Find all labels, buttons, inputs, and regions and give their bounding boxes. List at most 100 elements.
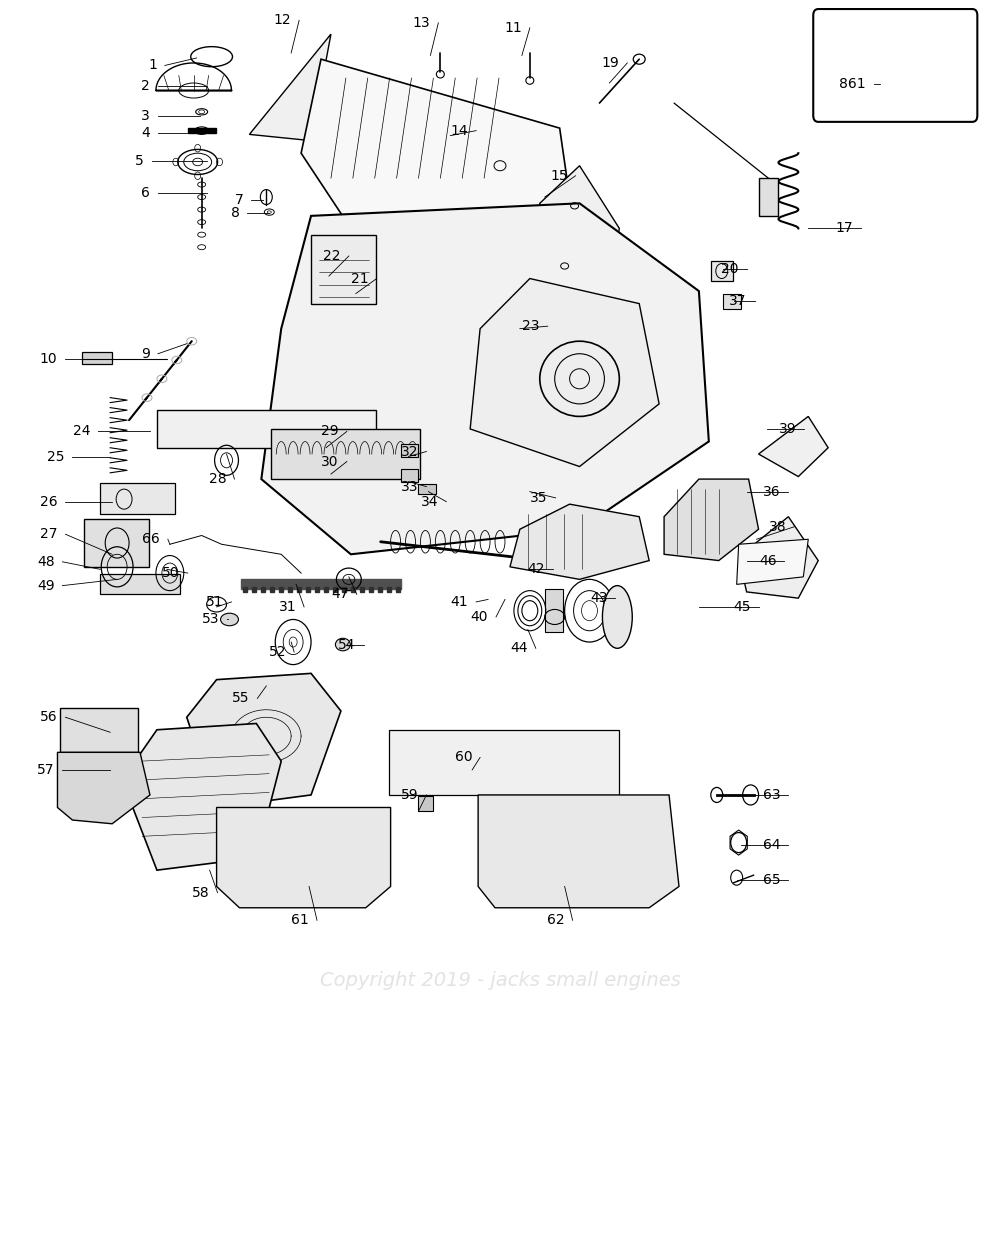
- Bar: [401, 470, 418, 482]
- Text: 50: 50: [162, 567, 180, 580]
- Text: 56: 56: [40, 710, 57, 724]
- Polygon shape: [217, 807, 391, 908]
- Polygon shape: [333, 587, 337, 592]
- Bar: [100, 483, 175, 514]
- Bar: [311, 234, 376, 303]
- Polygon shape: [387, 587, 391, 592]
- Text: 52: 52: [269, 645, 286, 658]
- Text: 12: 12: [274, 14, 291, 28]
- Text: 46: 46: [759, 554, 776, 568]
- Bar: [833, 72, 893, 103]
- Polygon shape: [279, 587, 283, 592]
- Polygon shape: [306, 587, 310, 592]
- Text: 13: 13: [413, 16, 430, 30]
- Text: 58: 58: [192, 886, 210, 900]
- Text: 34: 34: [421, 495, 438, 509]
- Polygon shape: [57, 753, 150, 823]
- Polygon shape: [478, 794, 679, 908]
- Text: 6: 6: [141, 186, 150, 200]
- Text: 29: 29: [321, 424, 339, 438]
- Text: 62: 62: [547, 913, 565, 928]
- Text: 39: 39: [779, 422, 796, 436]
- Bar: [401, 444, 418, 457]
- Text: 37: 37: [729, 295, 747, 308]
- Polygon shape: [288, 587, 292, 592]
- Polygon shape: [396, 587, 400, 592]
- Text: 5: 5: [135, 154, 144, 167]
- Polygon shape: [351, 587, 355, 592]
- Text: 64: 64: [763, 838, 780, 852]
- Bar: [60, 709, 138, 753]
- Bar: [100, 574, 180, 594]
- Text: 7: 7: [235, 193, 243, 206]
- Text: 14: 14: [451, 123, 468, 137]
- Polygon shape: [324, 587, 328, 592]
- Ellipse shape: [335, 638, 350, 651]
- Text: 60: 60: [455, 750, 472, 764]
- Text: 11: 11: [504, 21, 522, 35]
- Polygon shape: [540, 166, 619, 291]
- Text: 21: 21: [351, 272, 369, 286]
- Text: 15: 15: [550, 169, 568, 183]
- Polygon shape: [249, 34, 331, 141]
- Polygon shape: [187, 674, 341, 807]
- Text: 61: 61: [291, 913, 309, 928]
- Text: 65: 65: [763, 874, 780, 888]
- Text: 45: 45: [733, 601, 751, 614]
- Text: 47: 47: [331, 588, 349, 602]
- Text: 27: 27: [40, 528, 57, 541]
- Text: 28: 28: [209, 472, 227, 486]
- Text: 48: 48: [37, 555, 54, 569]
- Polygon shape: [156, 63, 232, 91]
- Polygon shape: [261, 587, 265, 592]
- Polygon shape: [271, 429, 420, 480]
- Text: 53: 53: [202, 612, 220, 627]
- Text: 59: 59: [401, 788, 418, 802]
- Text: 861: 861: [839, 77, 866, 91]
- Text: 43: 43: [590, 592, 607, 606]
- Text: 19: 19: [602, 55, 619, 71]
- Text: 66: 66: [142, 533, 160, 546]
- Bar: [82, 353, 112, 364]
- Text: 55: 55: [232, 691, 249, 705]
- Polygon shape: [510, 504, 649, 579]
- Bar: [418, 485, 436, 494]
- Text: 32: 32: [401, 444, 418, 458]
- Polygon shape: [297, 587, 301, 592]
- Text: 57: 57: [37, 763, 54, 777]
- Text: 63: 63: [763, 788, 780, 802]
- Text: 54: 54: [338, 637, 356, 652]
- Polygon shape: [270, 587, 274, 592]
- Polygon shape: [315, 587, 319, 592]
- Text: 8: 8: [231, 206, 239, 220]
- Text: 44: 44: [510, 641, 528, 655]
- Ellipse shape: [221, 613, 238, 626]
- Polygon shape: [759, 417, 828, 477]
- Polygon shape: [378, 587, 382, 592]
- Text: 23: 23: [522, 320, 540, 334]
- Polygon shape: [360, 587, 364, 592]
- Polygon shape: [243, 587, 247, 592]
- Text: 1: 1: [148, 58, 157, 73]
- Polygon shape: [369, 587, 373, 592]
- Text: 49: 49: [37, 579, 54, 593]
- Text: 36: 36: [763, 485, 780, 499]
- Bar: [545, 589, 563, 632]
- Text: 30: 30: [321, 454, 339, 468]
- Bar: [898, 30, 952, 106]
- Polygon shape: [342, 587, 346, 592]
- Text: 4: 4: [141, 126, 150, 140]
- Bar: [157, 410, 376, 448]
- Text: 33: 33: [401, 480, 418, 494]
- Text: 3: 3: [141, 108, 150, 122]
- FancyBboxPatch shape: [813, 9, 977, 122]
- Text: 10: 10: [40, 351, 57, 366]
- Text: 40: 40: [471, 609, 488, 624]
- Text: 41: 41: [451, 596, 468, 609]
- Text: 38: 38: [769, 520, 786, 534]
- Text: 42: 42: [527, 563, 545, 577]
- Polygon shape: [301, 59, 570, 240]
- Text: Copyright 2019 - jacks small engines: Copyright 2019 - jacks small engines: [320, 971, 680, 990]
- Polygon shape: [737, 539, 808, 584]
- Text: 26: 26: [40, 495, 57, 509]
